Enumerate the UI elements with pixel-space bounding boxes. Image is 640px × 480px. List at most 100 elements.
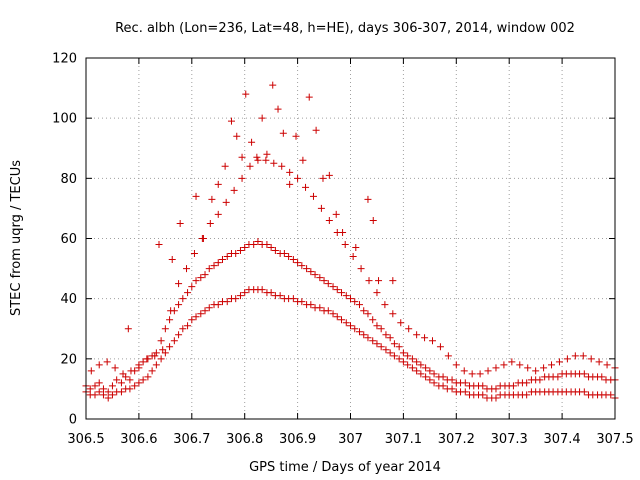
data-point — [303, 265, 311, 273]
data-point — [352, 244, 360, 252]
data-point — [320, 277, 328, 285]
data-point — [329, 283, 337, 291]
data-point — [338, 289, 346, 297]
data-point — [382, 346, 390, 354]
data-point — [382, 331, 390, 339]
data-point — [448, 376, 456, 384]
data-point — [422, 364, 430, 372]
data-point — [188, 283, 196, 291]
data-point — [324, 280, 332, 288]
data-point — [192, 192, 200, 200]
data-point — [386, 349, 394, 357]
data-point — [365, 277, 373, 285]
data-point — [509, 382, 517, 390]
data-point — [117, 388, 125, 396]
data-point — [417, 370, 425, 378]
data-point — [603, 361, 611, 369]
data-point — [360, 331, 368, 339]
data-point — [333, 313, 341, 321]
data-point — [325, 216, 333, 224]
data-point — [183, 265, 191, 273]
data-point — [214, 210, 222, 218]
data-point — [452, 361, 460, 369]
data-point — [233, 132, 241, 140]
data-point — [342, 292, 350, 300]
data-point — [298, 298, 306, 306]
data-point — [184, 322, 192, 330]
data-point — [267, 289, 275, 297]
data-point — [309, 192, 317, 200]
data-point — [170, 337, 178, 345]
data-point — [222, 198, 230, 206]
data-point — [238, 174, 246, 182]
data-point — [242, 90, 250, 98]
data-point — [254, 156, 262, 164]
data-point — [399, 358, 407, 366]
data-point — [151, 352, 159, 360]
data-point — [232, 295, 240, 303]
data-point — [205, 304, 213, 312]
x-tick-label: 307.5 — [596, 432, 633, 447]
data-point — [417, 361, 425, 369]
data-point — [175, 301, 183, 309]
data-point — [104, 388, 112, 396]
x-tick-label: 307.4 — [543, 432, 580, 447]
x-tick-label: 307 — [338, 432, 363, 447]
data-point — [426, 367, 434, 375]
data-point — [461, 379, 469, 387]
data-point — [148, 367, 156, 375]
data-point — [108, 382, 116, 390]
data-point — [347, 295, 354, 303]
data-point — [286, 168, 294, 176]
data-point — [377, 325, 385, 333]
data-point — [201, 307, 209, 315]
data-point — [373, 289, 381, 297]
data-point — [95, 379, 103, 387]
data-point — [532, 367, 540, 375]
data-point — [339, 228, 347, 236]
data-point — [342, 319, 350, 327]
data-point — [439, 373, 447, 381]
x-tick-label: 306.6 — [120, 432, 157, 447]
data-point — [355, 328, 363, 336]
data-point — [595, 358, 603, 366]
data-point — [479, 382, 487, 390]
data-point — [168, 256, 176, 264]
data-point — [285, 253, 293, 261]
data-point — [108, 391, 116, 399]
data-point — [324, 307, 332, 315]
data-point — [190, 250, 198, 258]
data-point — [262, 156, 270, 164]
data-point — [208, 195, 216, 203]
data-point — [319, 174, 327, 182]
data-point — [405, 325, 413, 333]
y-tick-label: 120 — [52, 52, 77, 67]
x-tick-label: 306.7 — [173, 432, 210, 447]
data-point — [422, 373, 430, 381]
data-point — [280, 250, 288, 258]
data-point — [325, 171, 333, 179]
data-point — [250, 241, 258, 249]
data-point — [397, 319, 405, 327]
data-point — [404, 352, 412, 360]
data-point — [430, 379, 438, 387]
data-point — [355, 301, 363, 309]
data-point — [312, 126, 320, 134]
data-point — [124, 325, 132, 333]
data-point — [580, 388, 588, 396]
data-point — [175, 331, 183, 339]
data-point — [144, 373, 152, 381]
data-point — [408, 355, 416, 363]
data-point — [580, 370, 588, 378]
data-point — [221, 162, 229, 170]
data-point — [307, 268, 315, 276]
data-point — [598, 373, 606, 381]
data-point — [351, 325, 359, 333]
data-point — [548, 361, 556, 369]
data-point — [311, 271, 319, 279]
x-tick-label: 307.3 — [491, 432, 528, 447]
data-point — [155, 241, 163, 249]
data-point — [166, 343, 174, 351]
data-point — [329, 310, 337, 318]
data-point — [270, 159, 278, 167]
